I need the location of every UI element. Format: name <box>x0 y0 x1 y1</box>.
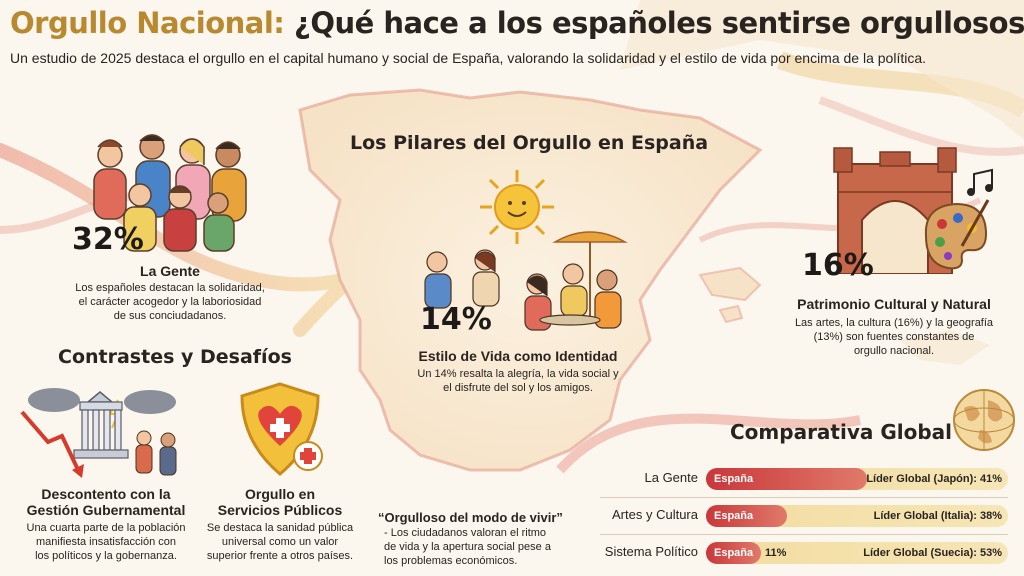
heritage-text-line: orgullo nacional. <box>853 345 935 357</box>
palette-icon <box>924 199 990 270</box>
globe-icon <box>953 389 1015 451</box>
pillars-heading: Los Pilares del Orgullo en España <box>350 132 709 154</box>
title-main: Orgullo Nacional: <box>10 6 285 40</box>
government-text-line: los políticos y la gobernanza. <box>35 550 177 562</box>
triumphal-arch-icon <box>833 147 957 274</box>
row-divider <box>600 534 1008 535</box>
row-divider <box>600 497 1008 498</box>
shield-heart-icon <box>240 382 323 476</box>
leader-label: Líder Global (Japón): 41% <box>866 473 1002 485</box>
lifestyle-text-line: el disfrute del sol y los amigos. <box>443 382 593 394</box>
quote-text-line: - Los ciudadanos valoran el ritmo <box>384 527 547 539</box>
services-text-line: superior frente a otros países. <box>206 550 354 562</box>
lifestyle-text-line: Un 14% resalta la alegría, la vida socia… <box>417 368 619 380</box>
title-rest: ¿Qué hace a los españoles sentirse orgul… <box>294 6 1024 40</box>
services-title: Orgullo en Servicios Públicos <box>200 486 360 518</box>
people-text-line: Los españoles destacan la solidaridad, <box>75 282 265 294</box>
contrasts-heading: Contrastes y Desafíos <box>58 346 292 368</box>
global-heading: Comparativa Global <box>730 420 953 444</box>
people-text-line: el carácter acogedor y la laboriosidad <box>78 296 262 308</box>
cafe-terrace-icon <box>424 231 628 331</box>
heritage-pct: 16% <box>802 248 874 283</box>
storm-cloud-icon <box>28 388 80 412</box>
government-title: Descontento con la Gestión Gubernamental <box>6 486 206 518</box>
lifestyle-title: Estilo de Vida como Identidad <box>418 348 618 364</box>
row-label: Sistema Político <box>604 544 698 559</box>
quote-title: “Orgulloso del modo de vivir” <box>378 510 563 525</box>
government-text-line: Una cuarta parte de la población <box>26 522 186 534</box>
people-text: Los españoles destacan la solidaridad, e… <box>40 281 300 323</box>
leader-label: Líder Global (Suecia): 53% <box>863 547 1002 559</box>
services-title-line: Orgullo en <box>245 486 315 502</box>
spain-bar: España <box>706 542 761 564</box>
people-text-line: de sus conciudadanos. <box>113 310 227 322</box>
heritage-text-line: (13%) son fuentes constantes de <box>813 331 975 343</box>
quote-text-line: los problemas económicos. <box>384 555 518 567</box>
page-title: Orgullo Nacional: ¿Qué hace a los españo… <box>10 6 1024 40</box>
page-subtitle: Un estudio de 2025 destaca el orgullo en… <box>10 50 927 66</box>
people-pct: 32% <box>72 222 144 257</box>
spain-pct: 11% <box>765 547 787 559</box>
leader-bar <box>706 542 1008 564</box>
heritage-text: Las artes, la cultura (16%) y la geograf… <box>779 316 1009 358</box>
quote-text: - Los ciudadanos valoran el ritmo de vid… <box>384 526 584 568</box>
lifestyle-text: Un 14% resalta la alegría, la vida socia… <box>393 367 643 395</box>
heritage-title: Patrimonio Cultural y Natural <box>797 296 991 312</box>
lifestyle-pct: 14% <box>420 302 492 337</box>
sun-icon <box>480 170 554 244</box>
spain-bar: España <box>706 505 787 527</box>
heritage-text-line: Las artes, la cultura (16%) y la geograf… <box>794 317 994 329</box>
row-label: La Gente <box>644 470 699 485</box>
services-text-line: Se destaca la sanidad pública <box>206 522 354 534</box>
government-title-line: Descontento con la <box>41 486 171 502</box>
music-notes-icon <box>967 168 993 196</box>
government-title-line: Gestión Gubernamental <box>26 502 186 518</box>
government-text: Una cuarta parte de la población manifie… <box>6 521 206 563</box>
government-text-line: manifiesta insatisfacción con <box>35 536 176 548</box>
spain-bar: España <box>706 468 867 490</box>
government-building-icon <box>20 388 177 478</box>
row-label: Artes y Cultura <box>612 507 698 522</box>
leader-label: Líder Global (Italia): 38% <box>873 510 1002 522</box>
people-group-icon <box>93 134 247 252</box>
services-text-line: universal como un valor <box>221 536 339 548</box>
people-title: La Gente <box>140 263 200 279</box>
down-arrow-icon <box>20 410 82 475</box>
services-title-line: Servicios Públicos <box>217 502 343 518</box>
quote-text-line: de vida y la apertura social pese a <box>384 541 551 553</box>
services-text: Se destaca la sanidad pública universal … <box>190 521 370 563</box>
